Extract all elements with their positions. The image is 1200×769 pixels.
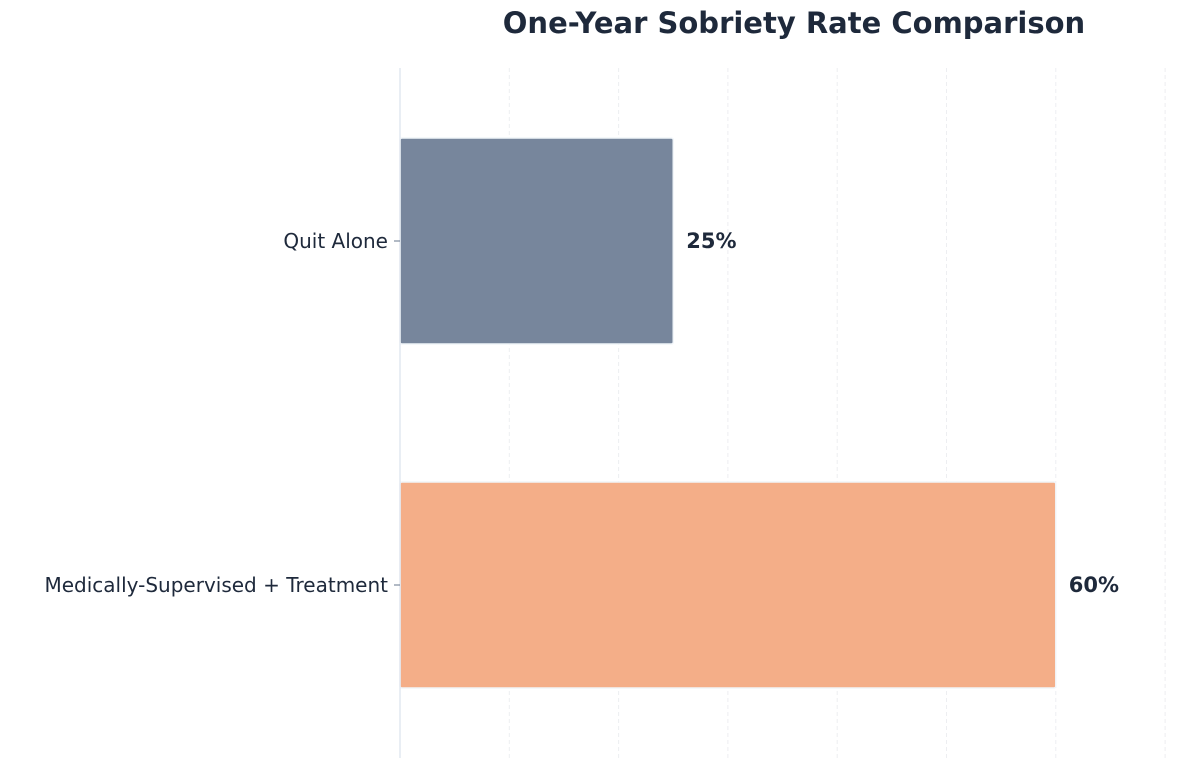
chart-title: One-Year Sobriety Rate Comparison (502, 6, 1086, 40)
category-label: Quit Alone (283, 229, 388, 253)
labels: Quit Alone 25% Medically-Supervised + Trea… (44, 229, 1119, 597)
bars (399, 137, 1057, 689)
value-label: 25% (686, 229, 736, 253)
bar (399, 481, 1057, 689)
bar (399, 137, 674, 345)
value-label: 60% (1069, 573, 1119, 597)
category-label: Medically-Supervised + Treatment (44, 573, 388, 597)
